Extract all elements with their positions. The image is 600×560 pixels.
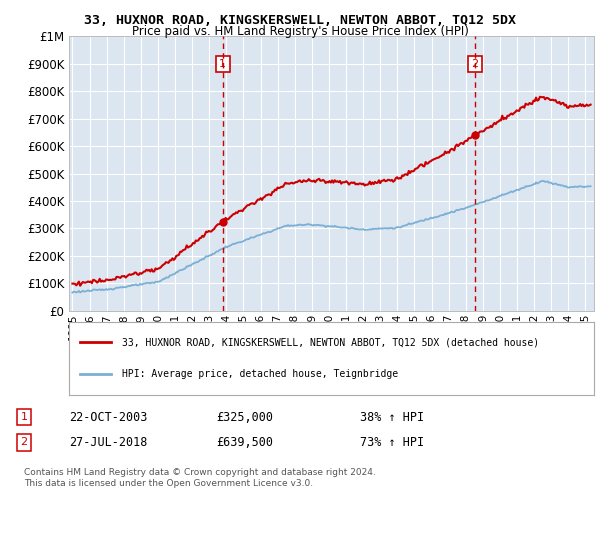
Text: This data is licensed under the Open Government Licence v3.0.: This data is licensed under the Open Gov… (24, 479, 313, 488)
Text: 33, HUXNOR ROAD, KINGSKERSWELL, NEWTON ABBOT, TQ12 5DX (detached house): 33, HUXNOR ROAD, KINGSKERSWELL, NEWTON A… (121, 337, 539, 347)
Text: 38% ↑ HPI: 38% ↑ HPI (360, 410, 424, 424)
Text: 2: 2 (20, 437, 28, 447)
Text: £325,000: £325,000 (216, 410, 273, 424)
Text: 73% ↑ HPI: 73% ↑ HPI (360, 436, 424, 449)
Text: 22-OCT-2003: 22-OCT-2003 (69, 410, 148, 424)
Text: 27-JUL-2018: 27-JUL-2018 (69, 436, 148, 449)
Text: 33, HUXNOR ROAD, KINGSKERSWELL, NEWTON ABBOT, TQ12 5DX: 33, HUXNOR ROAD, KINGSKERSWELL, NEWTON A… (84, 14, 516, 27)
Text: 1: 1 (20, 412, 28, 422)
Text: Contains HM Land Registry data © Crown copyright and database right 2024.: Contains HM Land Registry data © Crown c… (24, 468, 376, 477)
Text: 2: 2 (472, 59, 479, 69)
Text: £639,500: £639,500 (216, 436, 273, 449)
Text: 1: 1 (219, 59, 226, 69)
Text: HPI: Average price, detached house, Teignbridge: HPI: Average price, detached house, Teig… (121, 370, 398, 380)
Text: Price paid vs. HM Land Registry's House Price Index (HPI): Price paid vs. HM Land Registry's House … (131, 25, 469, 38)
